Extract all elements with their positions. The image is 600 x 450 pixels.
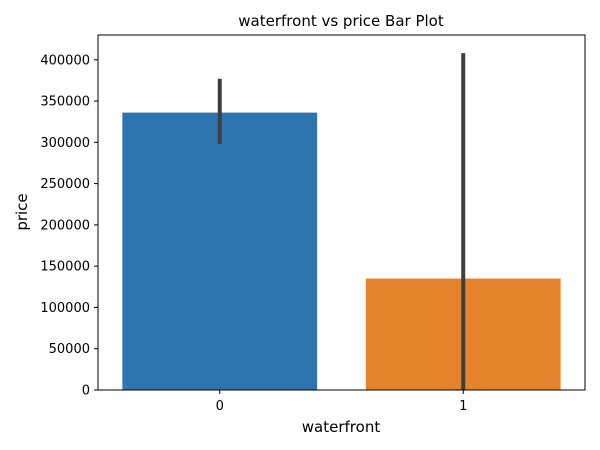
y-tick-label: 400000 (40, 53, 90, 68)
bar-0 (122, 112, 318, 391)
chart-title: waterfront vs price Bar Plot (238, 12, 444, 30)
plot-frame (97, 34, 586, 391)
y-tick-label: 100000 (40, 301, 90, 316)
y-tick-label: 50000 (49, 342, 90, 357)
y-tick-label: 150000 (40, 260, 90, 275)
y-tick-label: 300000 (40, 136, 90, 151)
y-tick-label: 250000 (40, 177, 90, 192)
x-axis-label: waterfront (302, 418, 381, 436)
y-tick-label: 0 (82, 384, 90, 399)
plot-area: 0 50000 100000 150000 200000 250000 300000 3500… (40, 53, 561, 414)
x-tick-label: 1 (459, 399, 467, 414)
y-axis-label: price (13, 193, 31, 230)
x-tick-label: 0 (216, 399, 224, 414)
y-tick-label: 200000 (40, 218, 90, 233)
y-tick-label: 350000 (40, 95, 90, 110)
